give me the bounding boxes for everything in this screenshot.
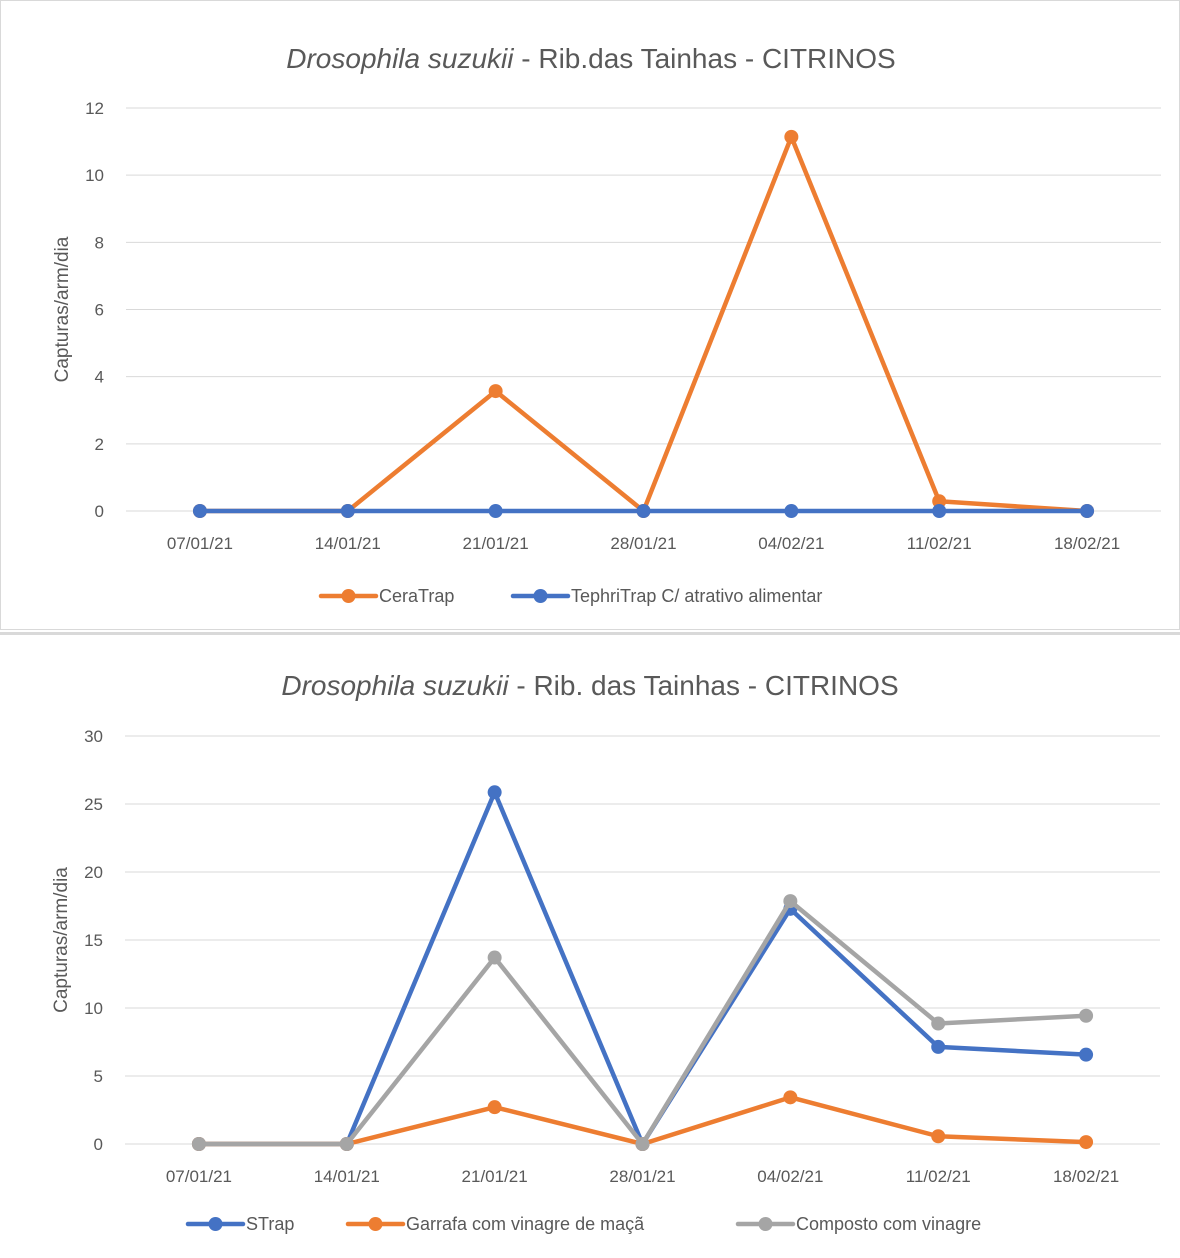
data-point xyxy=(1079,1047,1094,1062)
y-tick-label: 30 xyxy=(84,727,103,746)
data-point xyxy=(784,504,799,518)
x-tick-label: 14/01/21 xyxy=(315,534,381,553)
chart-panel-2: Drosophila suzukii - Rib. das Tainhas - … xyxy=(0,632,1180,1258)
x-tick-label: 21/01/21 xyxy=(462,1167,528,1186)
x-tick-label: 07/01/21 xyxy=(167,534,233,553)
chart-title: Drosophila suzukii - Rib.das Tainhas - C… xyxy=(286,43,895,74)
chart-title: Drosophila suzukii - Rib. das Tainhas - … xyxy=(281,670,898,701)
y-tick-label: 5 xyxy=(94,1067,103,1086)
y-tick-label: 6 xyxy=(95,301,104,320)
series-line xyxy=(197,134,1090,514)
x-tick-label: 21/01/21 xyxy=(463,534,529,553)
x-tick-label: 11/02/21 xyxy=(906,1167,971,1186)
data-point xyxy=(192,504,207,518)
data-point xyxy=(783,1090,798,1105)
chart-panel-1: Drosophila suzukii - Rib.das Tainhas - C… xyxy=(0,0,1180,630)
y-tick-label: 25 xyxy=(84,795,103,814)
data-point xyxy=(931,1016,946,1031)
legend-marker xyxy=(341,589,356,603)
data-point xyxy=(488,504,503,518)
legend-label: STrap xyxy=(246,1214,294,1234)
data-point xyxy=(783,894,798,909)
data-point xyxy=(340,504,355,518)
x-tick-label: 07/01/21 xyxy=(166,1167,232,1186)
y-axis-label: Capturas/arm/dia xyxy=(51,867,72,1013)
x-tick-label: 18/02/21 xyxy=(1054,534,1120,553)
data-point xyxy=(339,1137,354,1151)
data-point xyxy=(784,129,799,144)
data-point xyxy=(932,494,947,509)
x-tick-label: 04/02/21 xyxy=(757,1167,823,1186)
data-point xyxy=(1079,1135,1094,1150)
data-point xyxy=(932,504,947,518)
x-tick-label: 04/02/21 xyxy=(758,534,824,553)
y-tick-label: 2 xyxy=(95,435,104,454)
legend-label: Composto com vinagre xyxy=(796,1214,981,1234)
y-tick-label: 15 xyxy=(84,931,103,950)
series-line xyxy=(196,898,1089,1147)
x-tick-label: 11/02/21 xyxy=(907,534,972,553)
x-tick-label: 28/01/21 xyxy=(609,1167,675,1186)
legend-marker xyxy=(533,589,548,603)
legend-marker xyxy=(208,1217,223,1231)
data-point xyxy=(487,785,502,800)
y-tick-label: 4 xyxy=(95,368,104,387)
y-tick-label: 0 xyxy=(94,1135,103,1154)
data-point xyxy=(488,384,503,399)
y-tick-label: 20 xyxy=(84,863,103,882)
legend-marker xyxy=(758,1217,773,1231)
y-axis-label: Capturas/arm/dia xyxy=(52,236,73,382)
legend-label: Garrafa com vinagre de maçã xyxy=(406,1214,645,1234)
y-tick-label: 10 xyxy=(85,166,104,185)
data-point xyxy=(635,1137,650,1151)
data-point xyxy=(931,1129,946,1144)
y-tick-label: 0 xyxy=(95,502,104,521)
data-point xyxy=(1079,1008,1094,1023)
data-point xyxy=(487,1100,502,1115)
legend-marker xyxy=(368,1217,383,1231)
data-point xyxy=(1080,504,1095,518)
chart-1: Drosophila suzukii - Rib.das Tainhas - C… xyxy=(52,43,1161,606)
data-point xyxy=(191,1137,206,1151)
x-tick-label: 28/01/21 xyxy=(610,534,676,553)
legend-label: TephriTrap C/ atrativo alimentar xyxy=(571,586,822,606)
x-tick-label: 14/01/21 xyxy=(314,1167,380,1186)
legend-label: CeraTrap xyxy=(379,586,454,606)
chart-2: Drosophila suzukii - Rib. das Tainhas - … xyxy=(51,670,1160,1234)
x-tick-label: 18/02/21 xyxy=(1053,1167,1119,1186)
y-tick-label: 12 xyxy=(85,99,104,118)
data-point xyxy=(636,504,651,518)
y-tick-label: 8 xyxy=(95,233,104,252)
data-point xyxy=(487,950,502,965)
y-tick-label: 10 xyxy=(84,999,103,1018)
series-line xyxy=(196,790,1089,1147)
data-point xyxy=(931,1039,946,1054)
